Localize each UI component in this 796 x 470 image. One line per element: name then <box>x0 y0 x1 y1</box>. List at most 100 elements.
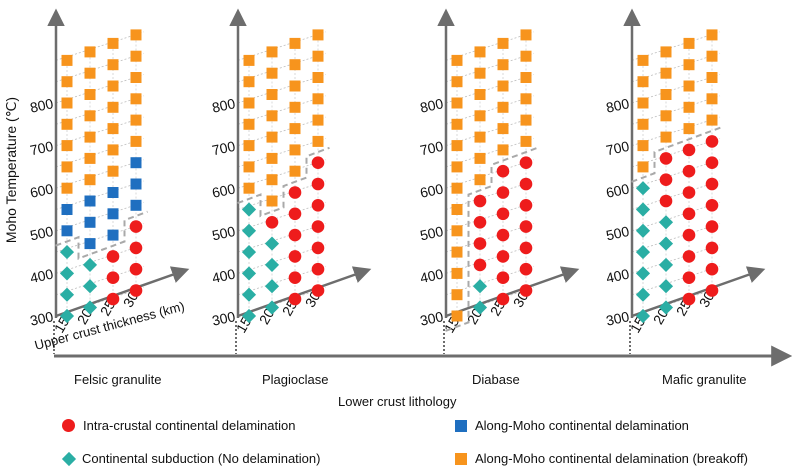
breakoff-marker <box>243 118 255 130</box>
along-moho-marker <box>107 208 119 220</box>
breakoff-marker <box>84 46 96 58</box>
intra-crustal-marker <box>288 292 302 306</box>
subduction-marker <box>264 257 280 272</box>
grid-line <box>445 74 535 104</box>
intra-crustal-marker <box>659 152 673 165</box>
grid-line <box>237 180 327 210</box>
breakoff-marker <box>451 182 463 194</box>
intra-crustal-marker <box>705 177 719 191</box>
breakoff-marker <box>474 46 486 58</box>
breakoff-marker <box>84 110 96 122</box>
grid-line <box>445 180 535 210</box>
breakoff-marker <box>451 140 463 152</box>
intra-crustal-marker <box>705 262 719 276</box>
grid-line <box>55 201 145 232</box>
subduction-marker <box>635 202 651 217</box>
breakoff-marker <box>497 59 509 71</box>
subduction-marker <box>241 223 257 238</box>
y-tick-label: 600 <box>28 180 54 201</box>
grid-line <box>445 223 535 253</box>
breakoff-marker <box>130 50 142 62</box>
subduction-marker <box>264 279 280 294</box>
intra-crustal-marker <box>519 199 533 212</box>
intra-crustal-marker <box>311 262 325 276</box>
breakoff-marker <box>107 123 119 135</box>
breakoff-marker <box>497 37 509 49</box>
subduction-marker <box>82 300 98 315</box>
breakoff-marker <box>61 118 73 130</box>
grid-line <box>237 223 327 253</box>
breakoff-marker <box>312 50 324 62</box>
category-label-felsic-granulite: Felsic granulite <box>74 372 162 387</box>
intra-crustal-marker <box>311 156 325 169</box>
breakoff-marker <box>451 76 463 88</box>
grid-line <box>445 287 535 317</box>
breakoff-marker <box>683 37 695 49</box>
legend-label: Intra-crustal continental delamination <box>83 418 296 433</box>
intra-crustal-marker <box>519 241 533 255</box>
intra-crustal-marker <box>473 258 487 272</box>
subduction-marker <box>59 266 75 281</box>
subduction-marker <box>658 300 674 315</box>
breakoff-marker <box>706 29 718 41</box>
subduction-marker <box>658 236 674 251</box>
y-tick-label: 600 <box>418 180 444 201</box>
breakoff-marker <box>266 89 278 100</box>
breakoff-marker <box>289 101 301 113</box>
regime-boundary <box>631 125 724 183</box>
breakoff-marker <box>84 67 96 79</box>
breakoff-marker <box>451 310 463 322</box>
along-moho-marker <box>61 225 73 237</box>
breakoff-marker <box>107 101 119 113</box>
breakoff-marker <box>130 29 142 41</box>
y-axis-label: Moho Temperature (℃) <box>3 97 19 243</box>
y-tick-label: 800 <box>604 95 630 116</box>
along-moho-marker <box>84 195 96 207</box>
breakoff-marker <box>107 80 119 92</box>
grid-line <box>631 287 721 317</box>
subduction-marker <box>658 279 674 294</box>
subduction-marker <box>241 245 257 260</box>
intra-crustal-marker <box>288 186 302 199</box>
breakoff-marker <box>451 225 463 237</box>
along-moho-marker <box>84 216 96 228</box>
grid-line <box>445 244 535 274</box>
breakoff-marker <box>289 37 301 49</box>
breakoff-marker <box>243 76 255 88</box>
breakoff-marker <box>266 67 278 79</box>
grid-line <box>55 223 145 253</box>
grid-line <box>445 95 535 125</box>
intra-crustal-marker <box>705 284 719 297</box>
along-moho-marker <box>130 178 142 190</box>
y-tick-label: 300 <box>604 308 630 329</box>
breakoff-marker <box>289 165 301 177</box>
intra-crustal-marker <box>496 250 510 263</box>
intra-crustal-marker <box>705 220 719 233</box>
subduction-marker <box>472 300 488 315</box>
breakoff-marker <box>84 174 96 186</box>
category-label-plagioclase: Plagioclase <box>262 372 329 387</box>
intra-crustal-marker <box>682 143 696 157</box>
intra-crustal-marker <box>265 216 279 229</box>
intra-crustal-marker <box>496 186 510 199</box>
breakoff-marker <box>520 114 532 126</box>
subduction-marker <box>241 266 257 281</box>
breakoff-marker <box>266 152 278 164</box>
subduction-marker <box>635 266 651 281</box>
intra-crustal-marker <box>659 194 673 208</box>
breakoff-marker <box>660 131 672 143</box>
legend-intra-crustal: Intra-crustal continental delamination <box>62 418 295 433</box>
y-tick-label: 700 <box>418 138 444 159</box>
breakoff-marker <box>497 101 509 113</box>
intra-crustal-marker <box>311 220 325 233</box>
intra-crustal-marker <box>705 135 719 148</box>
regime-boundary <box>55 210 148 260</box>
breakoff-marker <box>497 80 509 92</box>
intra-crustal-marker <box>496 164 510 178</box>
grid-line <box>55 74 145 104</box>
breakoff-marker <box>451 161 463 173</box>
breakoff-marker <box>451 118 463 130</box>
grid-line <box>445 159 535 189</box>
y-tick-label: 800 <box>28 95 54 116</box>
breakoff-marker <box>107 144 119 156</box>
